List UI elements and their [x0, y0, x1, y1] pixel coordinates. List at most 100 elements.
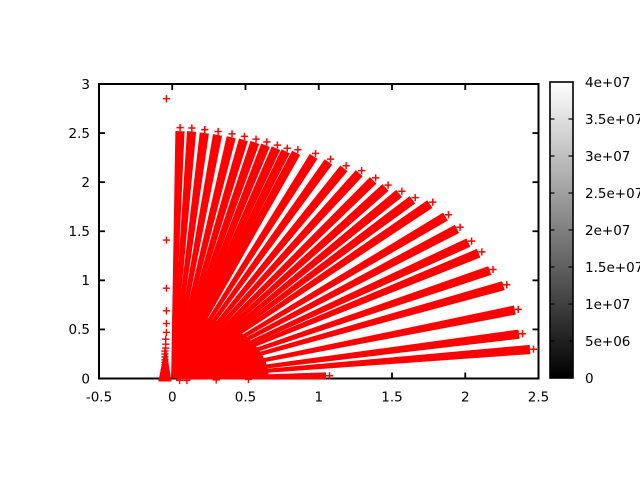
ray-wedge — [177, 329, 520, 379]
y-tick-label: 2.5 — [69, 126, 90, 142]
ray-wedge — [172, 138, 248, 375]
colorbar-label: 4e+07 — [585, 75, 630, 91]
ray-wedge — [174, 165, 348, 376]
plus-marker — [162, 284, 170, 292]
plus-marker — [263, 138, 271, 146]
plus-marker — [411, 194, 419, 202]
colorbar-label: 1.5e+07 — [585, 260, 640, 276]
colorbar: 4e+07 3.5e+07 3e+07 2.5e+07 2e+07 1.5e+07 1e+0… — [549, 75, 640, 387]
ray-wedge — [172, 136, 236, 375]
plus-marker — [325, 372, 334, 380]
x-tick-label: 0 — [168, 390, 177, 406]
colorbar-label: 3e+07 — [585, 149, 630, 165]
plus-marker — [372, 174, 380, 182]
ray-wedge — [171, 132, 209, 375]
ray-wedge — [173, 153, 318, 376]
y-tick-label: 0 — [81, 371, 90, 387]
y-tick-label: 3 — [81, 77, 90, 93]
plus-marker — [162, 307, 170, 315]
axis-tick-labels: -0.5 0 0.5 1 1.5 2 2.5 0 0.5 1 1.5 2 2.5 3 — [69, 77, 550, 406]
plus-marker — [342, 162, 350, 170]
plus-marker — [162, 236, 170, 244]
plus-marker — [283, 144, 291, 152]
ray-wedge — [172, 140, 260, 376]
plus-marker — [503, 281, 511, 289]
plus-marker — [456, 223, 464, 231]
plus-marker — [201, 125, 209, 134]
colorbar-label: 5e+06 — [585, 334, 630, 350]
plus-marker — [294, 146, 302, 154]
colorbar-gradient — [550, 82, 573, 378]
colorbar-label: 3.5e+07 — [585, 112, 640, 128]
x-tick-label: 1 — [314, 390, 323, 406]
colorbar-label: 2.5e+07 — [585, 186, 640, 202]
plus-marker — [444, 211, 453, 219]
plus-marker — [162, 319, 170, 328]
plus-marker — [240, 132, 249, 141]
ray-wedge — [173, 159, 333, 376]
ray-wedge — [174, 177, 377, 377]
ray-wedge — [175, 200, 433, 377]
plus-marker — [398, 187, 406, 195]
ray-wedge — [176, 238, 471, 378]
ray-wedge — [172, 146, 281, 376]
ray-wedge — [177, 344, 531, 380]
ray-wedge — [177, 281, 505, 379]
ray-wedge — [171, 134, 223, 375]
plus-marker — [162, 328, 170, 336]
plus-marker — [467, 237, 476, 245]
plus-marker — [489, 265, 497, 274]
y-tick-label: 1 — [81, 273, 90, 289]
plus-marker — [529, 345, 538, 353]
x-tick-label: 2 — [461, 390, 470, 406]
plus-marker — [212, 376, 220, 384]
plus-marker — [160, 373, 168, 381]
plus-marker — [252, 135, 260, 143]
colorbar-label: 2e+07 — [585, 223, 630, 239]
x-tick-label: 0.5 — [235, 390, 256, 406]
ray-wedge — [176, 248, 481, 378]
ray-wedge — [177, 305, 516, 379]
plus-marker — [188, 124, 196, 132]
y-tick-label: 1.5 — [69, 224, 90, 240]
plus-marker — [429, 198, 437, 206]
plus-marker — [214, 127, 222, 136]
ray-wedge — [173, 149, 290, 376]
ray-wedge — [171, 131, 197, 375]
axis-ticks — [98, 83, 540, 380]
ray-wedge — [174, 170, 363, 376]
plus-marker — [228, 130, 236, 138]
plus-marker — [311, 149, 320, 158]
ray-wedge — [178, 372, 327, 380]
colorbar-label: 1e+07 — [585, 297, 630, 313]
ray-wedge — [175, 196, 416, 377]
x-tick-label: -0.5 — [86, 390, 112, 406]
plus-marker — [358, 167, 366, 175]
plus-marker — [273, 141, 282, 149]
plus-marker — [478, 248, 486, 256]
ray-wedge — [173, 150, 301, 376]
ray-wedge — [172, 143, 270, 376]
plus-marker — [162, 95, 170, 103]
colorbar-label: 0 — [585, 371, 594, 387]
plus-marker — [384, 181, 392, 189]
plus-marker — [514, 305, 522, 313]
plus-marker — [183, 376, 191, 385]
ray-wedge — [176, 224, 460, 378]
x-tick-label: 1.5 — [381, 390, 402, 406]
plus-marker — [518, 330, 527, 338]
x-tick-label: 2.5 — [528, 390, 549, 406]
plus-marker — [244, 375, 253, 384]
plus-marker — [176, 124, 184, 132]
data-series — [158, 95, 538, 385]
y-tick-label: 2 — [81, 175, 90, 191]
ray-wedge — [177, 266, 492, 378]
y-tick-label: 0.5 — [69, 322, 90, 338]
ray-wedge — [171, 131, 185, 375]
ray-wedge — [174, 184, 389, 377]
plus-marker — [326, 155, 335, 163]
ray-wedge — [176, 212, 448, 377]
plus-marker — [175, 376, 184, 385]
